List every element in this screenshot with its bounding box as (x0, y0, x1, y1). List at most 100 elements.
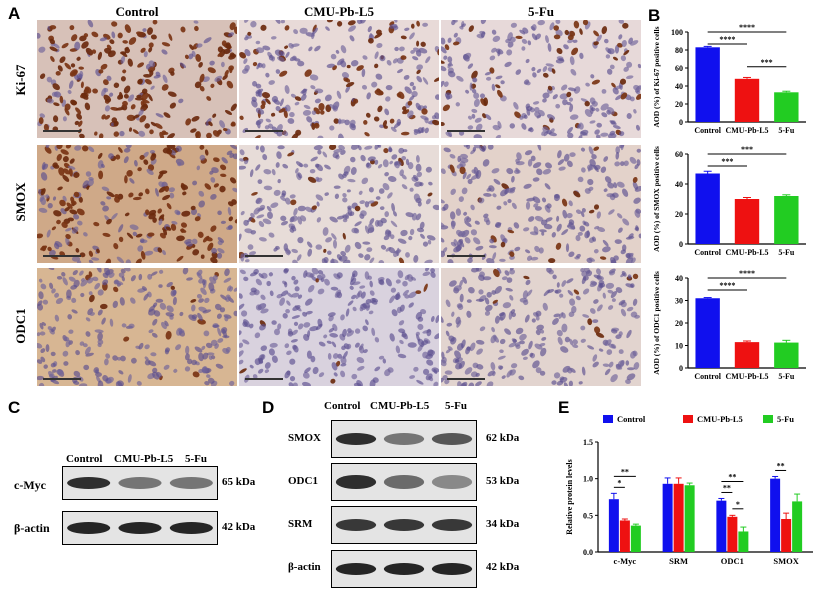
ihc-image-ki-67-5-fu (441, 20, 641, 138)
lane-label-5-fu-d: 5-Fu (445, 400, 467, 412)
blot-band (335, 519, 377, 531)
column-header-5-fu: 5-Fu (528, 4, 554, 19)
panel-label-a: A (8, 4, 21, 23)
ihc-image-ki-67-control (37, 20, 237, 138)
scale-bar (245, 130, 283, 132)
x-tick-label: SMOX (773, 556, 799, 566)
blot-band (118, 522, 162, 534)
y-tick-label: 0.0 (583, 548, 593, 557)
lane-label-cmu-pb-l5-d: CMU-Pb-L5 (370, 400, 430, 412)
chart-smox-aod: AOD (%) of SMOX positive cells 0 20 40 60 Con… (652, 145, 806, 257)
blot-d-smox (331, 420, 477, 458)
bar-control (695, 173, 720, 244)
significance-label: **** (739, 23, 755, 32)
y-tick-label: 40 (675, 82, 683, 91)
row-label-odc1: ODC1 (13, 308, 28, 344)
blot-d-beta-actin (331, 550, 477, 588)
bar-smox-5-fu (792, 501, 803, 552)
blot-band (169, 477, 213, 489)
lane-label-cmu-pb-l5: CMU-Pb-L5 (114, 453, 174, 465)
y-tick-label: 10 (675, 342, 683, 351)
x-tick-label: c-Myc (614, 556, 637, 566)
y-tick-label: 0.5 (583, 511, 593, 520)
bar-srm-cmu-pb-l5 (673, 483, 684, 552)
kda-label-beta-actin-c: 42 kDa (222, 521, 256, 533)
y-tick-label: 0 (679, 364, 683, 373)
bar-c-myc-control (608, 499, 619, 552)
kda-label-beta-actin-d: 42 kDa (486, 561, 520, 573)
y-tick-label: 40 (675, 274, 683, 283)
ihc-image-odc1-control (37, 268, 237, 386)
x-tick-label: 5-Fu (778, 126, 795, 135)
band-label-smox-d: SMOX (288, 432, 321, 444)
significance-label: ** (723, 483, 731, 492)
column-header-control: Control (115, 4, 159, 19)
y-tick-label: 60 (675, 150, 683, 159)
blot-c-myc (62, 466, 218, 500)
panel-label-c: C (8, 398, 21, 417)
blot-band (383, 519, 425, 531)
y-tick-label: 0 (679, 118, 683, 127)
y-tick-label: 40 (675, 180, 683, 189)
bar-cmu-pb-l5 (734, 78, 760, 122)
significance-label: * (617, 478, 621, 487)
x-tick-label: Control (694, 372, 721, 381)
band-label-odc1-d: ODC1 (288, 475, 318, 487)
y-tick-label: 100 (671, 28, 683, 37)
blot-band (67, 522, 111, 534)
ihc-image-smox-cmu-pb-l5 (239, 145, 439, 263)
y-tick-label: 0 (679, 240, 683, 249)
row-label-ki-67: Ki-67 (13, 64, 28, 96)
band-label-c-myc: c-Myc (14, 478, 46, 492)
row-label-smox: SMOX (13, 182, 28, 222)
y-axis-label: AOD (%) of ODC1 positive cells (652, 271, 661, 375)
y-tick-label: 20 (675, 319, 683, 328)
bar-srm-control (662, 483, 673, 552)
bar-5-fu (774, 92, 799, 122)
x-tick-label: ODC1 (721, 556, 744, 566)
x-tick-label: 5-Fu (778, 248, 795, 257)
blot-band (383, 433, 425, 445)
y-tick-label: 20 (675, 210, 683, 219)
scale-bar (447, 130, 485, 132)
kda-label-odc1: 53 kDa (486, 475, 520, 487)
x-tick-label: SRM (669, 556, 688, 566)
panel-label-e: E (558, 398, 570, 417)
blot-band (431, 475, 473, 489)
blot-band (335, 563, 377, 575)
significance-label: ** (621, 467, 629, 476)
lane-label-5-fu: 5-Fu (185, 453, 207, 465)
significance-label: *** (721, 157, 733, 166)
bar-cmu-pb-l5 (734, 342, 760, 368)
scale-bar (447, 378, 485, 380)
bar-control (695, 298, 720, 368)
blot-band (431, 433, 473, 445)
bar-srm-5-fu (684, 485, 695, 552)
blot-band (431, 519, 473, 531)
blot-band (335, 475, 377, 489)
bar-odc1-cmu-pb-l5 (727, 516, 738, 552)
chart-relative-protein-levels: Relative protein levels 0.0 0.5 1.0 1.5 Contr… (565, 414, 813, 566)
y-axis-label: Relative protein levels (565, 459, 574, 534)
significance-label: **** (739, 269, 755, 278)
blot-band (118, 477, 162, 489)
x-tick-label: 5-Fu (778, 372, 795, 381)
legend-swatch (603, 415, 613, 423)
blot-band (169, 522, 213, 534)
significance-label: *** (741, 145, 753, 154)
ihc-image-smox-control (37, 145, 237, 263)
ihc-image-odc1-cmu-pb-l5 (239, 268, 439, 386)
y-axis-label: AOD (%) of SMOX positive cells (652, 146, 661, 252)
y-axis-label: AOD (%) of Ki-67 positive cells (652, 26, 661, 127)
lane-label-control: Control (66, 453, 103, 465)
bar-odc1-control (716, 500, 727, 552)
bar-c-myc-cmu-pb-l5 (619, 520, 630, 552)
bar-c-myc-5-fu (630, 525, 641, 552)
panel-label-b: B (648, 6, 661, 25)
panel-label-d: D (262, 398, 275, 417)
x-tick-label: CMU-Pb-L5 (725, 126, 768, 135)
scale-bar (43, 378, 81, 380)
x-tick-label: Control (694, 126, 721, 135)
y-tick-label: 20 (675, 100, 683, 109)
blot-d-odc1 (331, 463, 477, 501)
